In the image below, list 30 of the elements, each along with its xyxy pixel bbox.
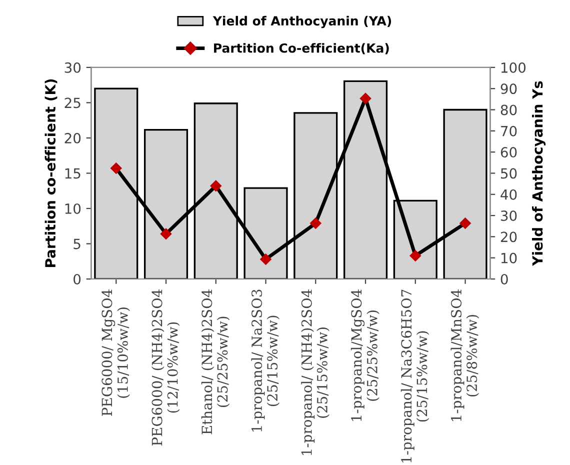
x-tick-label: PEG6000/ MgSO4 (15/10%w/w): [102, 289, 130, 416]
y2-tick-label: 50: [500, 168, 517, 179]
y2-tick-label: 40: [500, 189, 517, 200]
legend-label: Partition Co-efficient(Ka): [214, 43, 389, 54]
x-tick-label: 1-propanol/ Na3C6H5O7 (25/15%w/w): [400, 290, 430, 462]
x-tick-label: 1-propanol/MgSO4 (25/25%w/w): [350, 289, 380, 421]
y-tick-label: 20: [64, 132, 81, 144]
y-tick-label: 25: [64, 98, 80, 108]
y-tick-label: 30: [64, 62, 81, 73]
y2-axis-title: Yield of Anthocyanin Ys: [532, 81, 546, 266]
legend-label: Yield of Anthocyanin (YA): [212, 16, 392, 28]
y2-tick-label: 90: [500, 84, 517, 94]
y-axis-title: Partition co-efficient (K): [44, 79, 58, 268]
y2-tick-label: 80: [500, 104, 517, 116]
x-tick-label: PEG6000/ (NH4)2SO4 (12/10%w/w): [152, 289, 180, 446]
y2-tick-label: 30: [500, 210, 517, 221]
y2-tick-label: 10: [501, 252, 517, 264]
y2-tick-label: 70: [501, 126, 517, 136]
y2-tick-label: 100: [501, 62, 526, 73]
x-tick-label: Ethanol/ (NH4)2SO4 (25/25%w/w): [201, 289, 230, 434]
y2-tick-label: 60: [500, 147, 517, 158]
y2-tick-label: 0: [500, 274, 508, 284]
y-tick-label: 5: [74, 238, 80, 250]
y-tick-label: 15: [65, 168, 80, 179]
x-tick-label: 1-propanol/ Na2SO3 (25/15%w/w): [251, 290, 280, 432]
y-tick-label: 10: [65, 203, 81, 214]
y2-tick-label: 20: [500, 232, 517, 242]
x-tick-label: 1-propanol/ (NH4)2SO4 (25/15%w/w): [301, 289, 330, 455]
y-tick-label: 0: [74, 274, 81, 284]
x-tick-label: 1-propanol/MnSO4 (25/8%w/w): [450, 289, 480, 421]
